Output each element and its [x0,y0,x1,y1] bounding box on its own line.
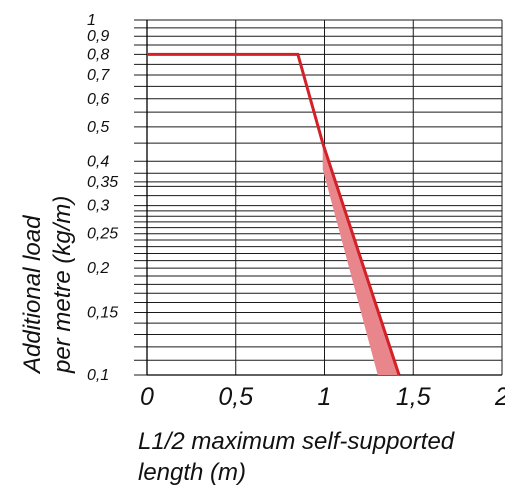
x-tick-label: 1 [318,383,332,411]
series-line-0 [147,52,401,376]
y-tick-label: 0,1 [87,367,109,384]
y-tick-label: 0,25 [87,226,118,243]
x-tick-labels: 0 0,5 1 1,5 2 [140,383,505,411]
y-tick-label: 0,6 [87,91,109,108]
series-layer [147,52,401,376]
y-tick-label: 0,2 [87,260,109,277]
x-tick-label: 1,5 [396,383,431,411]
y-tick-label: 0,7 [87,67,110,84]
y-tick-label: 0,35 [87,174,118,191]
y-tick-label: 1 [87,12,96,29]
y-tick-label: 0,9 [87,28,109,45]
x-tick-label: 0,5 [218,383,253,411]
y-tick-label: 0,15 [87,304,118,321]
y-tick-label: 0,4 [87,153,109,170]
x-axis-title-line-2: length (m) [138,459,246,486]
x-tick-label: 0 [140,383,154,411]
y-tick-labels: 10,90,8 0,7 0,6 0,5 0,4 0,35 0,3 0,25 0,2 0,15 0,1 [87,12,118,384]
y-axis-title-line-2: per metre (kg/m) [49,196,76,374]
y-tick-label: 0,8 [87,46,109,63]
x-tick-label: 2 [494,383,505,411]
y-axis-title-line-1: Additional load [19,215,46,375]
y-tick-label: 0,5 [87,119,109,136]
grid [134,19,503,376]
y-tick-label: 0,3 [87,198,109,215]
x-axis-title-line-1: L1/2 maximum self-supported [138,428,455,455]
